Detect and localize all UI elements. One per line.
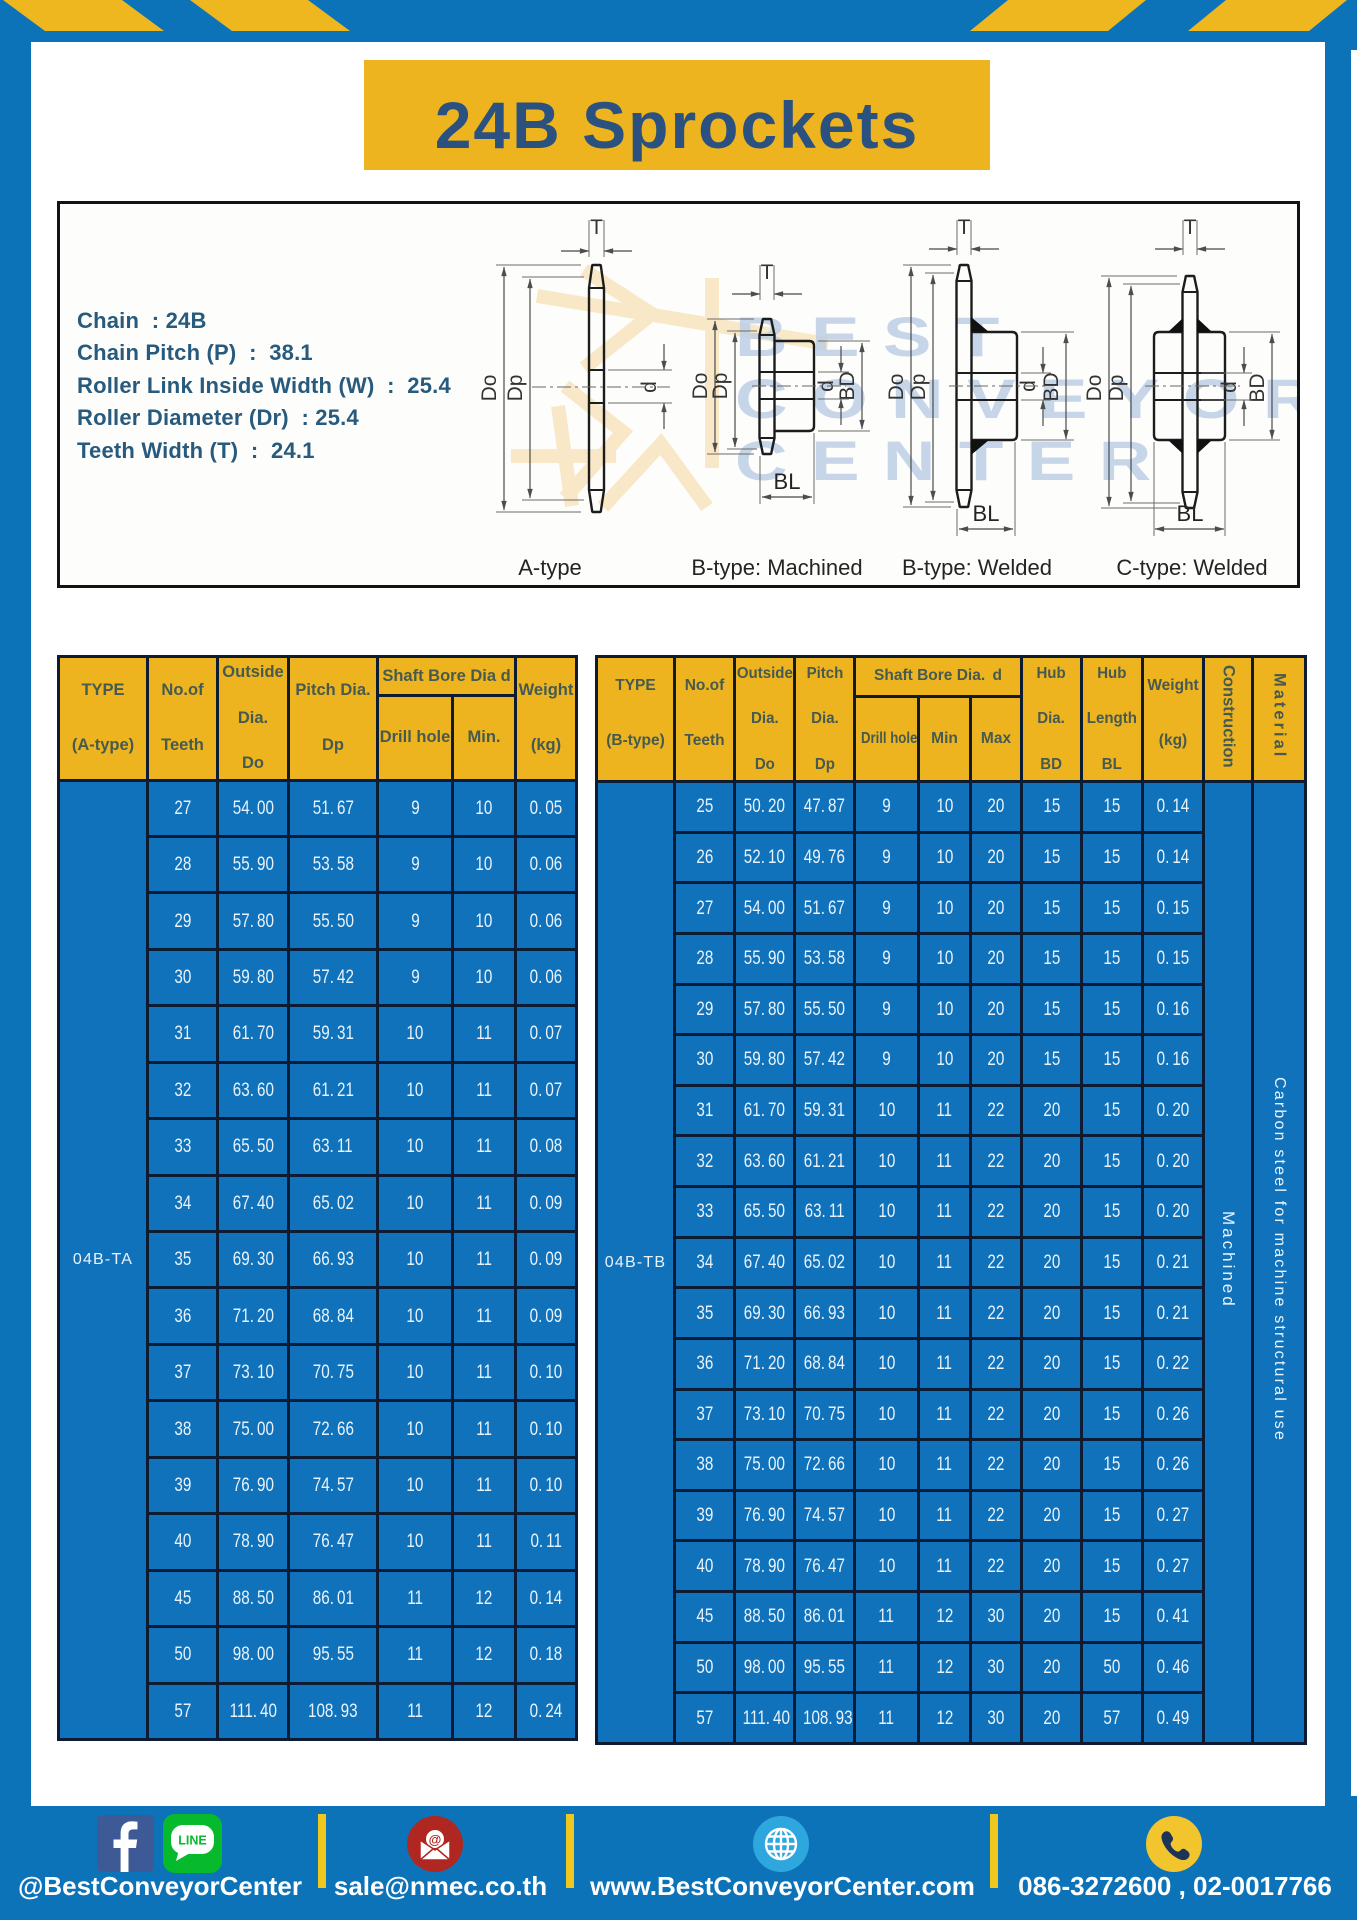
svg-text:BD: BD <box>836 371 859 400</box>
svg-text:T: T <box>958 216 971 239</box>
svg-text:BL: BL <box>774 469 801 494</box>
svg-text:CENTER: CENTER <box>735 429 1175 492</box>
svg-text:A-type: A-type <box>518 555 582 580</box>
svg-text:Do: Do <box>689 373 712 400</box>
svg-text:T: T <box>1184 216 1197 239</box>
svg-text:B-type: Welded: B-type: Welded <box>902 555 1052 580</box>
svg-text:BD: BD <box>1040 372 1063 401</box>
svg-text:d: d <box>815 380 838 392</box>
svg-text:Do: Do <box>1083 375 1106 402</box>
svg-text:BL: BL <box>973 501 1000 526</box>
svg-text:T: T <box>590 216 603 239</box>
svg-text:Do: Do <box>885 374 908 401</box>
svg-text:Dp: Dp <box>907 374 930 401</box>
svg-text:BD: BD <box>1246 373 1269 402</box>
svg-text:BEST: BEST <box>735 305 1023 368</box>
svg-text:d: d <box>1218 381 1241 393</box>
svg-text:Dp: Dp <box>504 375 527 402</box>
svg-text:d: d <box>638 381 661 393</box>
svg-text:@: @ <box>429 1832 442 1847</box>
svg-text:Do: Do <box>478 375 501 402</box>
svg-text:LINE: LINE <box>178 1834 206 1848</box>
svg-text:T: T <box>761 261 774 284</box>
svg-text:C-type: Welded: C-type: Welded <box>1116 555 1267 580</box>
svg-text:Dp: Dp <box>709 373 732 400</box>
svg-text:BL: BL <box>1177 501 1204 526</box>
svg-text:Dp: Dp <box>1105 375 1128 402</box>
svg-text:B-type: Machined: B-type: Machined <box>691 555 862 580</box>
